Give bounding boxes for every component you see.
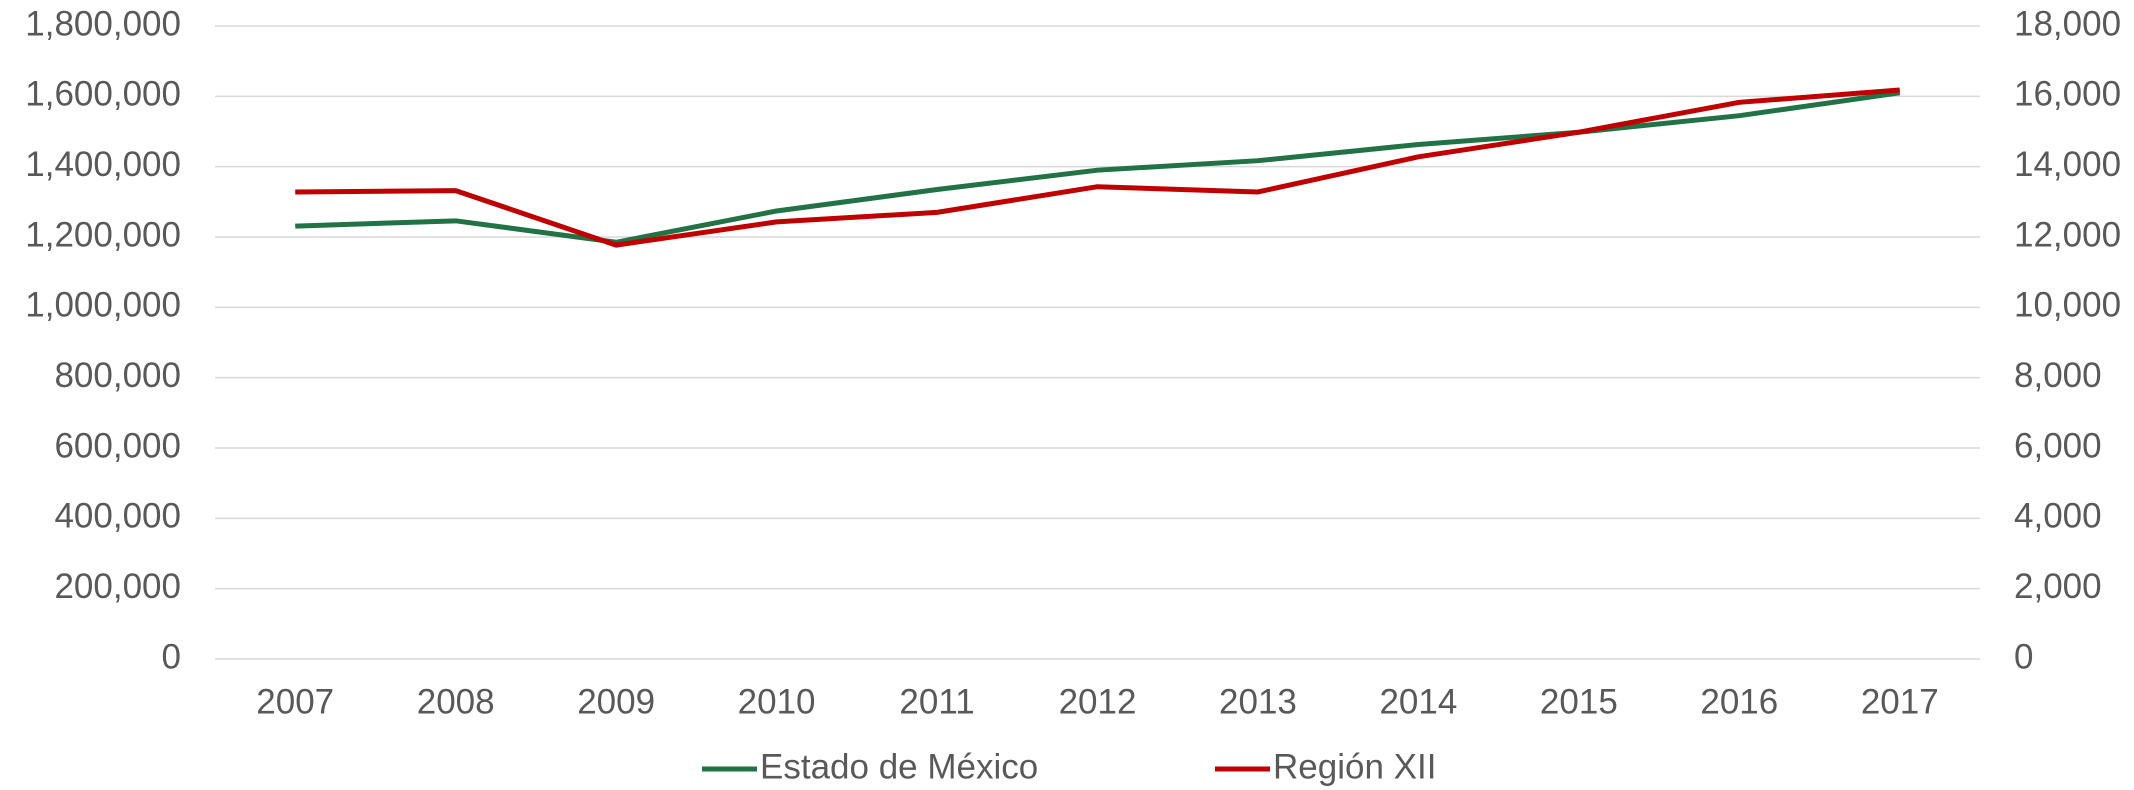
y-tick-label: 1,200,000 [25,215,181,254]
y2-tick-label: 14,000 [2014,145,2121,184]
x-tick-label: 2012 [1059,682,1137,721]
y-tick-label: 1,400,000 [25,145,181,184]
y2-tick-label: 6,000 [2014,426,2102,465]
x-tick-label: 2011 [899,682,974,721]
y2-tick-label: 2,000 [2014,567,2102,606]
x-tick-label: 2007 [256,682,334,721]
y-tick-label: 200,000 [54,567,181,606]
y-tick-label: 1,000,000 [25,286,181,325]
x-tick-label: 2009 [577,682,655,721]
x-tick-label: 2014 [1379,682,1457,721]
x-tick-label: 2017 [1861,682,1939,721]
x-tick-label: 2008 [417,682,495,721]
legend-label: Estado de México [760,747,1038,786]
y2-tick-label: 10,000 [2014,286,2121,325]
x-tick-label: 2016 [1700,682,1778,721]
x-tick-label: 2015 [1540,682,1618,721]
y-tick-label: 1,600,000 [25,75,181,114]
y-tick-label: 1,800,000 [25,4,181,43]
y2-tick-label: 12,000 [2014,215,2121,254]
x-tick-label: 2010 [738,682,816,721]
y2-tick-label: 18,000 [2014,4,2121,43]
y-tick-label: 600,000 [54,426,181,465]
y-tick-label: 0 [162,637,181,676]
y-tick-label: 800,000 [54,356,181,395]
series-line [295,87,1900,248]
y2-tick-label: 4,000 [2014,497,2102,536]
y2-tick-label: 16,000 [2014,75,2121,114]
y2-tick-label: 0 [2014,637,2033,676]
series-line [295,90,1901,245]
x-tick-label: 2013 [1219,682,1297,721]
legend-label: Región XII [1273,747,1436,786]
y2-tick-label: 8,000 [2014,356,2102,395]
y-tick-label: 400,000 [54,497,181,536]
